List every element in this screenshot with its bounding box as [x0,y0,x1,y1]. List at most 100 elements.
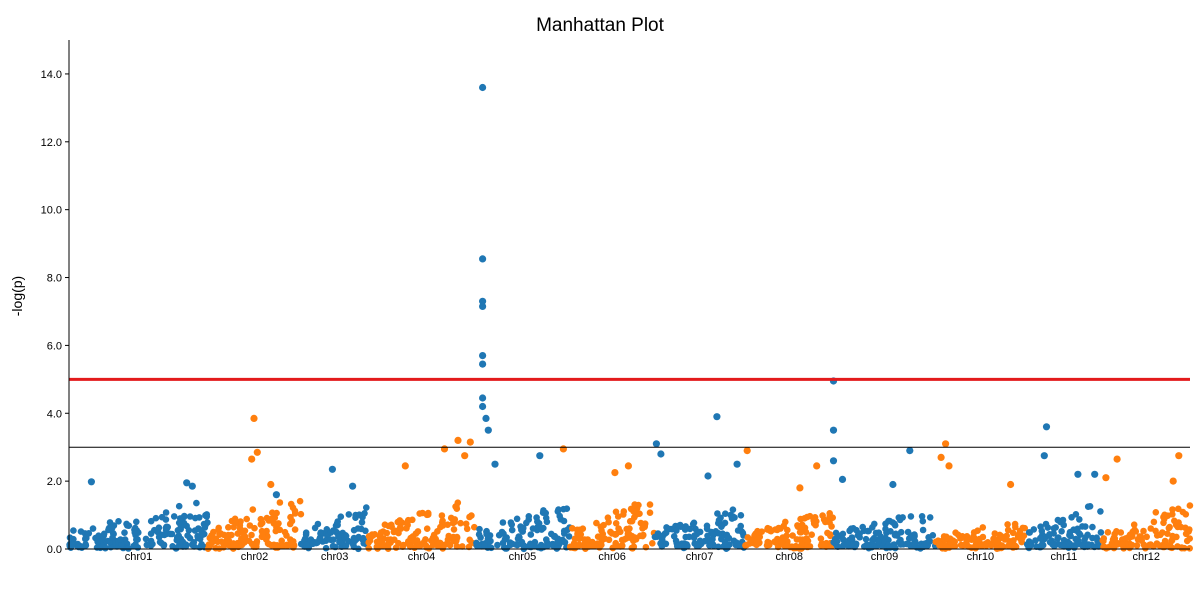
data-point [994,538,1002,546]
data-point [1186,526,1193,533]
data-point [724,544,731,552]
data-point [1079,542,1086,549]
chromosome-group-chr05 [473,83,573,553]
data-point [413,537,421,544]
data-point [272,527,280,535]
data-point [1011,542,1018,549]
data-point [275,520,282,527]
data-point [463,525,471,533]
data-point [609,544,617,552]
data-point [1052,524,1059,531]
data-point [663,524,670,531]
data-point [1072,535,1079,543]
data-point [438,512,446,519]
data-point [190,539,198,546]
data-point [132,542,139,550]
data-point [551,533,558,540]
data-point [147,517,155,525]
data-point [891,520,898,528]
data-point [863,541,870,549]
peak-point [267,480,275,489]
data-point [1164,530,1171,537]
data-point [771,538,778,545]
data-point [1133,542,1141,549]
data-point [411,544,418,551]
data-point [1086,503,1094,510]
data-point [627,505,635,513]
data-point [185,527,193,534]
data-point [430,531,438,539]
data-point [1016,527,1024,535]
data-point [1076,516,1083,523]
data-point [646,501,654,508]
peak-point [611,469,619,477]
data-point [194,532,201,540]
y-tick-label: 6.0 [47,340,62,352]
data-point [176,515,184,522]
data-point [419,509,426,517]
data-point [422,542,430,550]
data-point [453,502,460,510]
data-point [476,525,483,533]
data-point [817,535,825,542]
data-point [811,514,819,521]
peak-point [652,440,661,448]
data-point [513,515,521,523]
peak-point [796,484,804,492]
data-point [567,544,575,551]
data-point [363,504,370,511]
data-point [196,544,204,551]
peak-point [250,414,258,422]
data-point [988,542,995,549]
data-point [584,536,591,543]
data-point [333,519,341,527]
data-point [523,519,530,527]
data-point [396,524,404,531]
peak-point [461,452,469,460]
chromosome-label-chr11: chr11 [1051,551,1078,563]
data-point [468,512,475,519]
data-point [1186,535,1193,542]
data-point [234,530,242,537]
data-point [620,508,628,515]
data-point [439,545,447,552]
data-point [743,541,751,549]
data-point [1111,530,1118,538]
chromosome-group-chr06 [559,445,658,552]
data-point [736,541,743,548]
chromosome-label-chr03: chr03 [321,551,349,563]
data-point [576,526,584,534]
data-point [121,529,128,536]
data-point [897,541,904,548]
data-point [833,542,841,550]
data-point [273,542,280,550]
data-point [903,540,911,548]
data-point [767,527,775,535]
peak-point [733,460,741,468]
data-point [1037,535,1044,542]
data-point [365,545,373,552]
peak-point [1042,423,1051,431]
data-point [1175,519,1182,526]
data-point [215,526,222,534]
peak-point [328,465,336,473]
data-point [1082,523,1089,530]
data-point [605,536,613,544]
data-point [184,532,191,539]
data-point [303,541,311,549]
data-point [798,523,805,531]
peak-point [906,447,914,455]
data-point [565,533,573,540]
peak-point [253,448,261,456]
data-point [444,536,452,543]
data-point [630,543,638,550]
data-point [335,533,342,540]
data-point [560,505,567,513]
peak-point [272,491,280,499]
data-point [155,533,163,541]
peak-point [1169,477,1177,485]
data-point [400,541,407,549]
data-point [721,539,729,546]
chromosome-label-chr08: chr08 [775,551,803,563]
data-point [1082,534,1089,541]
